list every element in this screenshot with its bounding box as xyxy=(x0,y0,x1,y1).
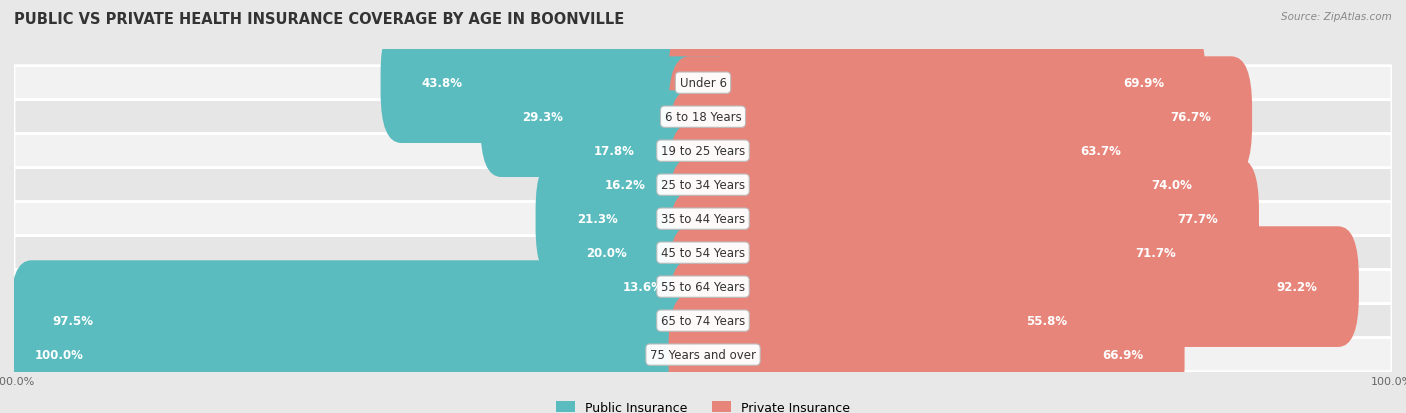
Text: 63.7%: 63.7% xyxy=(1080,145,1121,158)
Text: 71.7%: 71.7% xyxy=(1136,247,1177,259)
Text: 16.2%: 16.2% xyxy=(605,179,645,192)
Text: 6 to 18 Years: 6 to 18 Years xyxy=(665,111,741,124)
FancyBboxPatch shape xyxy=(669,57,1253,178)
Text: 55 to 64 Years: 55 to 64 Years xyxy=(661,280,745,293)
Text: 69.9%: 69.9% xyxy=(1123,77,1164,90)
Legend: Public Insurance, Private Insurance: Public Insurance, Private Insurance xyxy=(555,401,851,413)
FancyBboxPatch shape xyxy=(589,227,738,347)
Text: 35 to 44 Years: 35 to 44 Years xyxy=(661,213,745,225)
FancyBboxPatch shape xyxy=(14,168,1392,202)
Text: PUBLIC VS PRIVATE HEALTH INSURANCE COVERAGE BY AGE IN BOONVILLE: PUBLIC VS PRIVATE HEALTH INSURANCE COVER… xyxy=(14,12,624,27)
FancyBboxPatch shape xyxy=(14,304,1392,338)
FancyBboxPatch shape xyxy=(14,202,1392,236)
FancyBboxPatch shape xyxy=(669,193,1218,313)
Text: 100.0%: 100.0% xyxy=(35,348,83,361)
Text: 66.9%: 66.9% xyxy=(1102,348,1143,361)
Text: 17.8%: 17.8% xyxy=(595,145,636,158)
Text: 92.2%: 92.2% xyxy=(1277,280,1317,293)
FancyBboxPatch shape xyxy=(571,125,738,245)
FancyBboxPatch shape xyxy=(14,270,1392,304)
Text: Under 6: Under 6 xyxy=(679,77,727,90)
FancyBboxPatch shape xyxy=(669,159,1258,279)
FancyBboxPatch shape xyxy=(669,261,1108,381)
Text: 19 to 25 Years: 19 to 25 Years xyxy=(661,145,745,158)
FancyBboxPatch shape xyxy=(14,236,1392,270)
Text: 76.7%: 76.7% xyxy=(1170,111,1211,124)
FancyBboxPatch shape xyxy=(669,227,1358,347)
Text: 75 Years and over: 75 Years and over xyxy=(650,348,756,361)
Text: 45 to 54 Years: 45 to 54 Years xyxy=(661,247,745,259)
Text: 21.3%: 21.3% xyxy=(576,213,617,225)
FancyBboxPatch shape xyxy=(14,134,1392,168)
FancyBboxPatch shape xyxy=(669,23,1205,144)
Text: 13.6%: 13.6% xyxy=(623,280,664,293)
FancyBboxPatch shape xyxy=(481,57,738,178)
FancyBboxPatch shape xyxy=(669,294,1185,413)
Text: 29.3%: 29.3% xyxy=(522,111,562,124)
FancyBboxPatch shape xyxy=(14,100,1392,134)
Text: 74.0%: 74.0% xyxy=(1152,179,1192,192)
FancyBboxPatch shape xyxy=(560,91,738,211)
FancyBboxPatch shape xyxy=(669,91,1163,211)
FancyBboxPatch shape xyxy=(14,66,1392,100)
Text: 25 to 34 Years: 25 to 34 Years xyxy=(661,179,745,192)
Text: 77.7%: 77.7% xyxy=(1177,213,1218,225)
FancyBboxPatch shape xyxy=(0,294,738,413)
Text: 97.5%: 97.5% xyxy=(52,314,93,328)
Text: Source: ZipAtlas.com: Source: ZipAtlas.com xyxy=(1281,12,1392,22)
FancyBboxPatch shape xyxy=(14,338,1392,372)
Text: 55.8%: 55.8% xyxy=(1025,314,1067,328)
Text: 65 to 74 Years: 65 to 74 Years xyxy=(661,314,745,328)
FancyBboxPatch shape xyxy=(11,261,738,381)
Text: 43.8%: 43.8% xyxy=(422,77,463,90)
FancyBboxPatch shape xyxy=(669,125,1233,245)
FancyBboxPatch shape xyxy=(536,159,738,279)
Text: 20.0%: 20.0% xyxy=(586,247,627,259)
FancyBboxPatch shape xyxy=(544,193,738,313)
FancyBboxPatch shape xyxy=(381,23,738,144)
